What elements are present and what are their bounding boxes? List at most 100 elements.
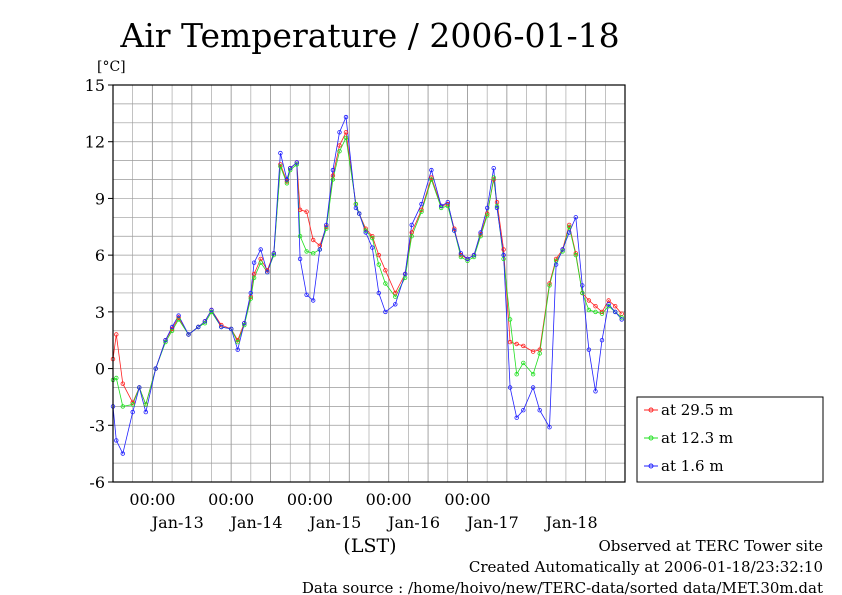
series-points xyxy=(110,114,624,456)
y-tick-label: 9 xyxy=(95,189,105,208)
data-point xyxy=(419,209,424,214)
data-point xyxy=(439,203,444,209)
data-point xyxy=(478,230,483,235)
x-time-label: 00:00 xyxy=(129,490,175,509)
data-point xyxy=(560,249,565,254)
data-point xyxy=(507,385,513,390)
data-point xyxy=(613,304,618,309)
data-point xyxy=(370,233,375,239)
data-point xyxy=(491,175,496,180)
data-point xyxy=(219,322,224,328)
data-point xyxy=(176,313,181,318)
data-point xyxy=(169,326,175,332)
data-point xyxy=(196,324,201,330)
data-point xyxy=(363,228,368,233)
data-point xyxy=(357,211,362,216)
data-point xyxy=(471,252,477,258)
data-point xyxy=(284,179,290,184)
data-point xyxy=(137,385,142,390)
y-tick-label: -6 xyxy=(89,473,105,492)
data-point xyxy=(120,451,125,456)
data-point xyxy=(278,162,283,167)
data-point xyxy=(251,275,257,280)
data-point xyxy=(586,307,592,313)
data-point xyxy=(537,408,542,413)
data-point xyxy=(606,302,611,307)
data-point xyxy=(521,408,526,413)
data-point xyxy=(353,205,359,211)
data-point xyxy=(311,237,316,243)
data-point xyxy=(228,326,234,332)
y-tick-label: -3 xyxy=(89,416,105,435)
data-point xyxy=(409,222,414,228)
data-point xyxy=(485,213,490,218)
data-point xyxy=(176,315,181,320)
data-point xyxy=(465,258,470,263)
data-point xyxy=(343,130,349,135)
y-axis-label: [°C] xyxy=(97,59,126,75)
data-point xyxy=(547,281,552,286)
series-line-0 xyxy=(112,130,623,406)
data-point xyxy=(297,207,303,212)
x-time-label: 00:00 xyxy=(444,490,490,509)
x-time-label: 00:00 xyxy=(287,490,333,509)
data-point xyxy=(393,302,398,307)
data-point xyxy=(383,309,388,315)
y-axis-ticks: 15 12 9 6 3 0 -3 -6 xyxy=(85,76,113,492)
data-point xyxy=(363,230,368,235)
data-point xyxy=(153,366,158,371)
data-point xyxy=(452,228,457,233)
y-tick-label: 0 xyxy=(95,360,105,379)
data-point xyxy=(521,360,526,366)
data-point xyxy=(209,307,214,313)
data-point xyxy=(494,203,500,209)
data-point xyxy=(491,165,496,171)
data-point xyxy=(501,252,506,258)
data-point xyxy=(311,298,316,303)
data-point xyxy=(343,114,349,120)
data-point xyxy=(429,167,434,173)
legend-label: at 12.3 m xyxy=(661,429,733,447)
data-point xyxy=(304,292,309,297)
x-day-label: Jan-16 xyxy=(386,513,440,532)
data-point xyxy=(120,404,125,409)
data-point xyxy=(530,372,536,377)
legend-marker xyxy=(648,435,654,441)
data-point xyxy=(580,290,585,296)
data-point xyxy=(251,260,257,265)
data-point xyxy=(507,339,513,345)
x-day-label: Jan-18 xyxy=(544,513,598,532)
data-point xyxy=(599,311,605,316)
data-point xyxy=(547,425,552,430)
data-point xyxy=(573,251,578,256)
data-point xyxy=(114,375,119,381)
data-point xyxy=(304,209,309,214)
data-point xyxy=(370,245,375,250)
data-point xyxy=(580,283,585,288)
data-point xyxy=(242,322,247,328)
data-point xyxy=(337,130,342,135)
data-point xyxy=(297,233,303,239)
data-point xyxy=(169,324,175,330)
data-point xyxy=(485,205,490,211)
data-point xyxy=(586,298,592,303)
legend-label: at 1.6 m xyxy=(661,457,724,475)
data-point xyxy=(248,290,253,296)
x-day-label: Jan-15 xyxy=(307,513,361,532)
data-point xyxy=(376,262,381,267)
data-point xyxy=(271,251,276,256)
legend-marker xyxy=(648,463,654,469)
data-point xyxy=(120,381,125,386)
data-point xyxy=(507,317,513,322)
data-point xyxy=(271,252,276,258)
data-point xyxy=(163,339,168,345)
data-point xyxy=(501,247,506,252)
data-point xyxy=(521,343,526,349)
chart-title: Air Temperature / 2006-01-18 xyxy=(119,16,619,55)
footer-site: Observed at TERC Tower site xyxy=(598,537,823,555)
data-point xyxy=(258,260,263,265)
x-day-label: Jan-17 xyxy=(465,513,519,532)
data-point xyxy=(202,321,208,326)
